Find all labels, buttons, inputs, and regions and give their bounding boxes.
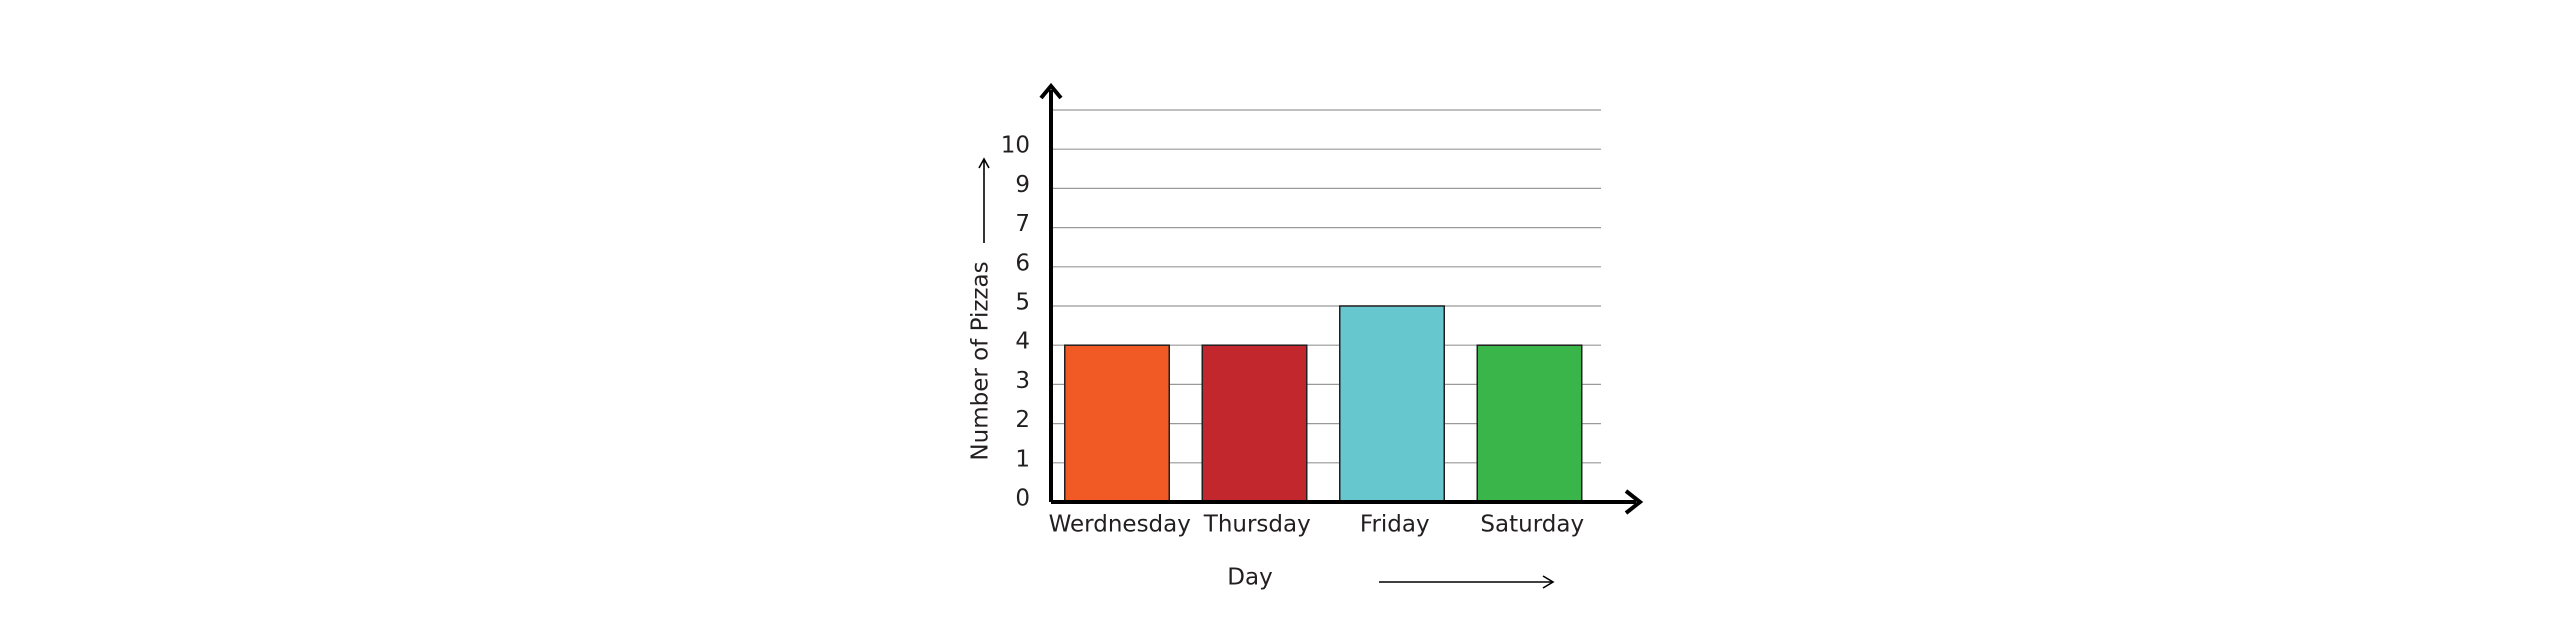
y-tick-label: 3 — [1015, 368, 1030, 394]
y-tick-label: 1 — [1015, 446, 1030, 472]
y-tick-label: 6 — [1015, 250, 1030, 276]
y-tick-label: 4 — [1015, 329, 1030, 355]
x-label-arrowhead — [1542, 575, 1555, 589]
y-tick-label: 5 — [1015, 290, 1030, 316]
x-tick-label: Thursday — [1203, 512, 1311, 538]
y-tick-label: 7 — [1015, 211, 1030, 237]
x-axis-arrow — [1624, 489, 1644, 515]
x-tick-label: Friday — [1360, 512, 1430, 538]
bar — [1064, 344, 1170, 503]
y-axis-arrow — [1039, 82, 1063, 100]
y-tick-label: 2 — [1015, 407, 1030, 433]
y-tick-label: 10 — [1001, 133, 1030, 159]
x-tick-label: Saturday — [1480, 512, 1584, 538]
y-tick-label: 9 — [1015, 172, 1030, 198]
y-tick-label: 0 — [1015, 486, 1030, 512]
y-axis-label: Number of Pizzas — [968, 261, 994, 460]
bar — [1339, 305, 1445, 503]
bars — [1064, 305, 1583, 503]
x-axis-label: Day — [1227, 565, 1272, 591]
bar — [1201, 344, 1308, 503]
bar — [1476, 344, 1583, 503]
y-label-arrowhead — [978, 157, 990, 169]
x-tick-label: Werdnesday — [1049, 512, 1191, 538]
